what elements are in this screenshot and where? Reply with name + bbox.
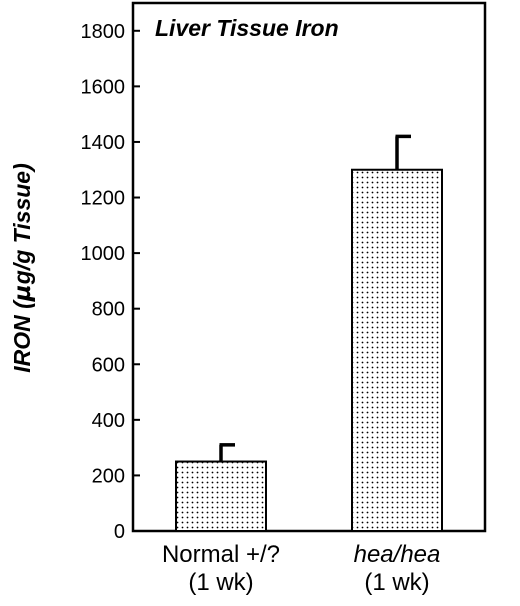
y-axis-ticks: 0 200 400 600 800 1000 1200 1400 1600 1800 — [81, 21, 140, 543]
y-tick-label: 1000 — [81, 243, 126, 265]
y-tick-label: 800 — [92, 299, 125, 321]
bar — [351, 168, 443, 532]
category-sublabel: (1 wk) — [364, 569, 429, 596]
y-tick-label: 1200 — [81, 188, 126, 210]
y-tick-label: 200 — [92, 465, 125, 487]
x-axis-labels: Normal +/?(1 wk)hea/hea(1 wk) — [162, 541, 440, 596]
y-tick-label: 600 — [92, 354, 125, 376]
y-tick-label: 0 — [114, 521, 125, 543]
category-label: Normal +/? — [162, 541, 280, 568]
y-axis-label: IRON (µg/g Tissue) — [9, 163, 36, 373]
chart-title: Liver Tissue Iron — [155, 15, 339, 41]
y-axis-label-suffix: g/g Tissue) — [9, 163, 35, 285]
y-axis-label-prefix: IRON ( — [9, 299, 35, 373]
y-tick-label: 400 — [92, 410, 125, 432]
y-axis-label-mu: µ — [10, 284, 36, 302]
category-sublabel: (1 wk) — [188, 569, 253, 596]
bars — [175, 134, 443, 532]
plot-frame — [131, 1, 487, 533]
y-tick-label: 1800 — [81, 21, 126, 43]
bar — [175, 460, 267, 532]
y-tick-label: 1400 — [81, 132, 126, 154]
y-tick-label: 1600 — [81, 76, 126, 98]
category-label: hea/hea — [354, 541, 441, 568]
